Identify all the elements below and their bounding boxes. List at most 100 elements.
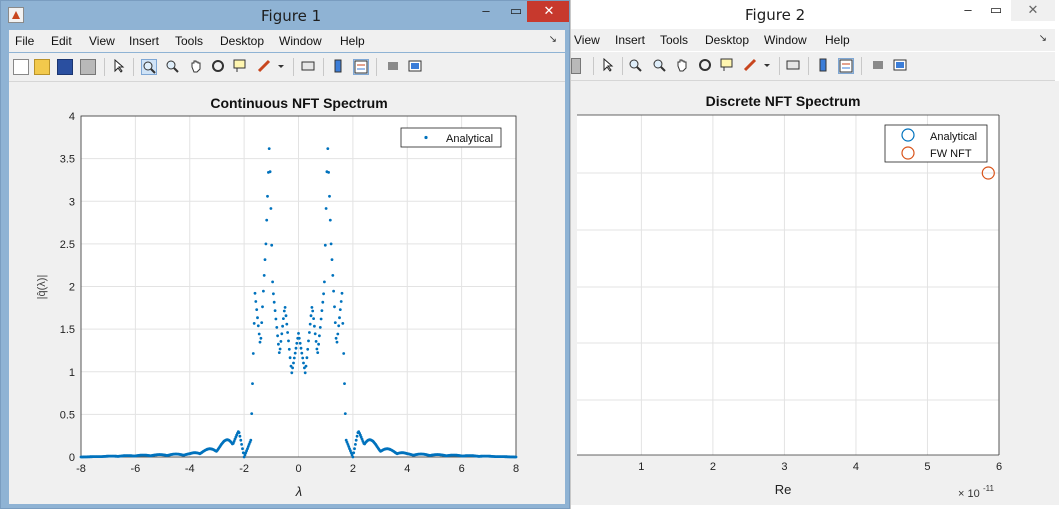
- data-point: [273, 309, 277, 312]
- x-tick-label: 8: [513, 463, 519, 475]
- data-point: [318, 326, 322, 329]
- brush-icon[interactable]: [743, 58, 759, 74]
- x-tick-label: -2: [239, 463, 249, 475]
- data-point: [331, 274, 335, 277]
- new-figure-icon[interactable]: [13, 59, 29, 75]
- data-point: [313, 324, 316, 328]
- data-point: [317, 342, 320, 346]
- data-point: [270, 243, 274, 247]
- close-button[interactable]: ✕: [527, 1, 569, 22]
- pan-icon[interactable]: [189, 59, 205, 75]
- y-tick-label: 3: [69, 196, 75, 208]
- menu-desktop[interactable]: Desktop: [220, 34, 265, 48]
- data-point: [251, 352, 255, 355]
- menu-window[interactable]: Window: [279, 34, 322, 48]
- menu-tools[interactable]: Tools: [660, 33, 689, 47]
- show-plot-tools-icon[interactable]: [893, 58, 909, 74]
- menu-insert[interactable]: Insert: [129, 34, 160, 48]
- link-plot-icon[interactable]: [301, 59, 317, 75]
- minimize-button[interactable]: –: [482, 3, 490, 18]
- menu-help[interactable]: Help: [825, 33, 850, 47]
- figure-2-window: Figure 2 – ▭ ✕ View Insert Tools Desktop…: [570, 0, 1059, 509]
- figure-2-toolbar: [571, 52, 1055, 81]
- data-point: [265, 218, 269, 222]
- data-point: [271, 280, 274, 284]
- colorbar-icon[interactable]: [816, 58, 832, 74]
- zoom-out-icon[interactable]: [165, 59, 181, 75]
- data-point: [342, 352, 346, 355]
- data-point: [321, 300, 325, 304]
- brush-dropdown-icon[interactable]: [763, 58, 771, 74]
- hide-plot-tools-icon[interactable]: [871, 58, 887, 74]
- menu-view[interactable]: View: [574, 33, 600, 47]
- data-point: [287, 339, 290, 343]
- data-cursor-icon[interactable]: [233, 59, 249, 75]
- legend-icon[interactable]: [838, 58, 854, 74]
- maximize-button[interactable]: ▭: [509, 3, 523, 18]
- edit-plot-icon[interactable]: [112, 58, 128, 75]
- chart-legend[interactable]: Analytical FW NFT: [884, 124, 988, 163]
- figure-1-menu-bar: File Edit View Insert Tools Desktop Wind…: [9, 30, 565, 52]
- menu-help[interactable]: Help: [340, 34, 365, 48]
- data-point: [327, 171, 330, 174]
- rotate-3d-icon[interactable]: [698, 58, 714, 74]
- data-point: [237, 431, 241, 434]
- rotate-3d-icon[interactable]: [211, 59, 227, 75]
- data-point: [278, 347, 282, 351]
- legend-icon[interactable]: [353, 59, 369, 75]
- zoom-in-icon[interactable]: [628, 58, 644, 74]
- chart-title: Discrete NFT Spectrum: [706, 93, 861, 109]
- figure-1-title-bar[interactable]: Figure 1 – ▭ ✕: [1, 1, 569, 29]
- data-point: [280, 332, 284, 336]
- figure-1-title: Figure 1: [261, 7, 322, 25]
- menu-file[interactable]: File: [15, 34, 35, 48]
- edit-plot-icon[interactable]: [601, 57, 617, 74]
- chart-legend[interactable]: Analytical: [400, 127, 502, 148]
- continuous-spectrum-plot[interactable]: Continuous NFT Spectrum -8 -6 -4 -2 0 2 4 6 8 0 0.…: [9, 82, 566, 505]
- menu-view[interactable]: View: [89, 34, 115, 48]
- zoom-in-icon[interactable]: [141, 59, 157, 75]
- menu-edit[interactable]: Edit: [51, 34, 72, 48]
- zoom-out-icon[interactable]: [652, 58, 668, 74]
- save-icon[interactable]: [57, 59, 73, 75]
- y-tick-label: 1.5: [60, 324, 75, 336]
- print-icon[interactable]: [80, 59, 96, 75]
- figure-2-title-bar[interactable]: Figure 2 – ▭ ✕: [571, 0, 1059, 28]
- dock-figure-icon[interactable]: ↘: [548, 34, 557, 45]
- data-point: [292, 361, 295, 365]
- menu-insert[interactable]: Insert: [615, 33, 646, 47]
- data-cursor-icon[interactable]: [720, 58, 736, 74]
- data-point: [290, 371, 294, 375]
- show-plot-tools-icon[interactable]: [408, 59, 424, 75]
- data-point: [289, 364, 293, 368]
- legend-marker: [424, 135, 428, 140]
- legend-label-fw-nft: FW NFT: [930, 148, 972, 160]
- brush-icon[interactable]: [257, 59, 273, 75]
- data-series-analytical: [79, 147, 518, 459]
- link-plot-icon[interactable]: [786, 58, 802, 74]
- data-point: [288, 356, 292, 360]
- minimize-button[interactable]: –: [964, 2, 972, 17]
- data-point: [313, 332, 317, 336]
- data-point: [257, 332, 261, 336]
- data-point: [308, 331, 311, 334]
- data-point: [258, 340, 262, 344]
- open-file-icon[interactable]: [34, 59, 50, 75]
- discrete-spectrum-plot[interactable]: Discrete NFT Spectrum 1 2 3 4 5 6 Re × 10 -11…: [571, 81, 1059, 505]
- maximize-button[interactable]: ▭: [989, 2, 1003, 17]
- brush-dropdown-icon[interactable]: [277, 59, 285, 75]
- pan-icon[interactable]: [675, 58, 691, 74]
- colorbar-icon[interactable]: [331, 59, 347, 75]
- menu-tools[interactable]: Tools: [175, 34, 204, 48]
- data-point: [350, 453, 354, 457]
- data-point: [335, 340, 339, 344]
- dock-figure-icon[interactable]: ↘: [1038, 33, 1047, 44]
- menu-desktop[interactable]: Desktop: [705, 33, 750, 47]
- close-button[interactable]: ✕: [1011, 0, 1055, 21]
- data-point: [311, 309, 315, 313]
- hide-plot-tools-icon[interactable]: [386, 59, 402, 75]
- svg-text:× 10: × 10: [958, 488, 980, 500]
- x-tick-label: -4: [185, 463, 195, 475]
- print-icon[interactable]: [571, 58, 581, 74]
- menu-window[interactable]: Window: [764, 33, 807, 47]
